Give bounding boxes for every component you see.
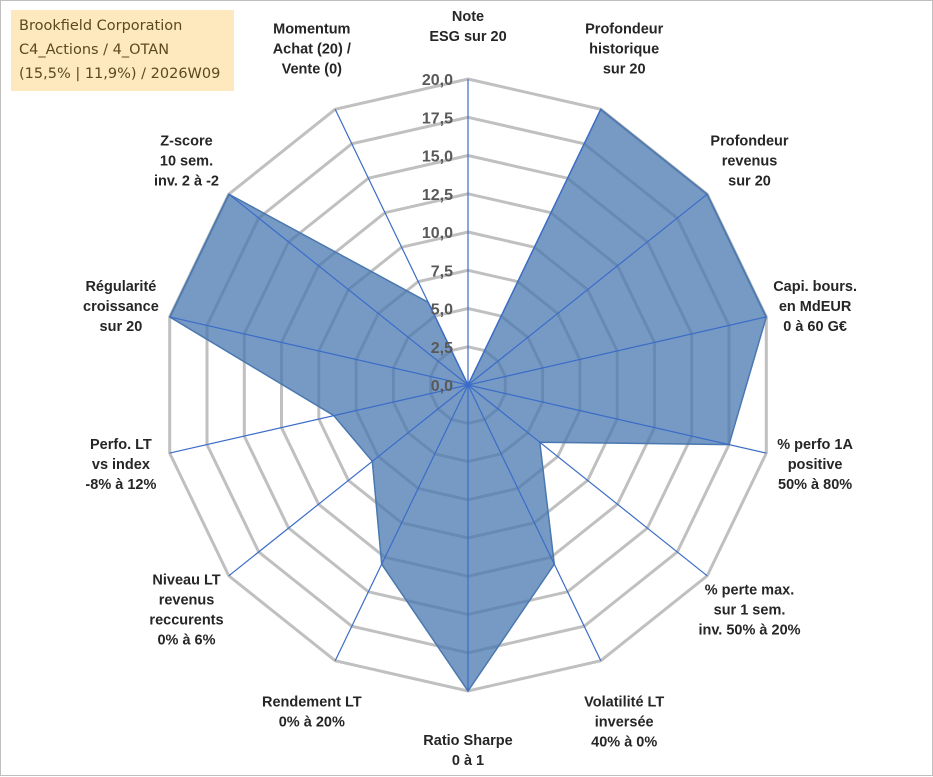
- axis-label-line: 0 à 60 G€: [783, 319, 847, 335]
- tick-label: 15,0: [422, 149, 453, 166]
- tick-label: 12,5: [422, 187, 453, 204]
- axis-label: Régularité croissance sur 20: [83, 279, 159, 335]
- axis-label-line: sur 20: [728, 174, 771, 190]
- axis-label-line: 40% à 0%: [591, 735, 657, 751]
- axis-label: Ratio Sharpe 0 à 1: [423, 733, 512, 769]
- axis-label-line: revenus: [722, 154, 778, 170]
- tick-label: 5,0: [431, 302, 453, 319]
- axis-label-line: % perfo 1A: [777, 437, 853, 453]
- axis-label-line: reccurents: [149, 613, 223, 629]
- axis-label: Perfo. LT vs index -8% à 12%: [85, 437, 156, 493]
- axis-label-line: Régularité: [85, 279, 156, 295]
- axis-label-line: 0 à 1: [452, 753, 484, 769]
- axis-label-line: historique: [589, 41, 659, 57]
- axis-label-line: Profondeur: [585, 21, 663, 37]
- axis-label-line: revenus: [159, 593, 215, 609]
- axis-label: Volatilité LT inversée 40% à 0%: [584, 695, 664, 751]
- axis-label-line: Profondeur: [710, 134, 788, 150]
- axis-label-line: Rendement LT: [262, 695, 362, 711]
- axis-label-line: sur 1 sem.: [714, 603, 786, 619]
- axis-label: % perte max. sur 1 sem. inv. 50% à 20%: [698, 583, 800, 639]
- axis-label: Note ESG sur 20: [429, 9, 506, 45]
- axis-label-line: Momentum: [273, 21, 350, 37]
- axis-label: % perfo 1A positive 50% à 80%: [777, 437, 853, 493]
- axis-label-line: vs index: [92, 457, 150, 473]
- axis-label-line: positive: [788, 457, 843, 473]
- tick-label: 7,5: [431, 263, 453, 280]
- axis-label-line: Volatilité LT: [584, 695, 664, 711]
- axis-label-line: Z-score: [160, 134, 212, 150]
- axis-label-line: Vente (0): [282, 61, 343, 77]
- axis-label: Profondeur revenus sur 20: [710, 134, 788, 190]
- tick-label: 17,5: [422, 110, 453, 127]
- axis-label-line: inv. 50% à 20%: [698, 623, 800, 639]
- axis-label-line: -8% à 12%: [85, 477, 156, 493]
- axis-label-line: sur 20: [100, 319, 143, 335]
- axis-label: Capi. bours. en MdEUR 0 à 60 G€: [773, 279, 857, 335]
- info-stats: (15,5% | 11,9%) / 2026W09: [19, 62, 226, 86]
- axis-label-line: Niveau LT: [152, 573, 220, 589]
- axis-label: Profondeur historique sur 20: [585, 21, 663, 77]
- tick-label: 10,0: [422, 225, 453, 242]
- axis-label: Rendement LT 0% à 20%: [262, 695, 362, 731]
- axis-label-line: % perte max.: [705, 583, 794, 599]
- tick-label: 20,0: [422, 72, 453, 89]
- tick-label: 2,5: [431, 340, 453, 357]
- axis-label-line: ESG sur 20: [429, 29, 506, 45]
- axis-label-line: Note: [452, 9, 484, 25]
- axis-label-line: 50% à 80%: [778, 477, 852, 493]
- axis-label-line: sur 20: [603, 61, 646, 77]
- tick-label: 0,0: [431, 378, 453, 395]
- axis-label-line: Ratio Sharpe: [423, 733, 512, 749]
- axis-label-line: Capi. bours.: [773, 279, 857, 295]
- axis-label-line: 10 sem.: [160, 154, 213, 170]
- axis-label: Niveau LT revenus reccurents 0% à 6%: [149, 573, 223, 649]
- info-box: Brookfield Corporation C4_Actions / 4_OT…: [11, 10, 234, 91]
- axis-label-line: Achat (20) /: [273, 41, 351, 57]
- axis-label-line: croissance: [83, 299, 159, 315]
- axis-label-line: Perfo. LT: [90, 437, 152, 453]
- axis-label: Momentum Achat (20) / Vente (0): [273, 21, 351, 77]
- info-category: C4_Actions / 4_OTAN: [19, 38, 226, 62]
- axis-label-line: inv. 2 à -2: [154, 174, 219, 190]
- info-company: Brookfield Corporation: [19, 14, 226, 38]
- axis-label: Z-score 10 sem. inv. 2 à -2: [154, 134, 219, 190]
- axis-label-line: 0% à 6%: [157, 633, 215, 649]
- axis-label-line: inversée: [595, 715, 654, 731]
- axis-label-line: en MdEUR: [779, 299, 852, 315]
- axis-label-line: 0% à 20%: [279, 715, 345, 731]
